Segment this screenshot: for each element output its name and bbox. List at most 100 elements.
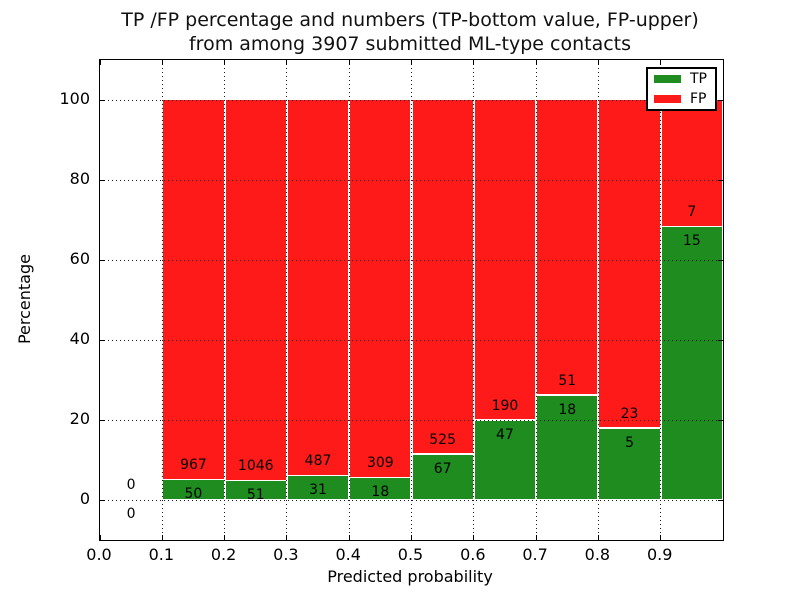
bar-segment-fp — [350, 100, 411, 477]
legend-item-tp: TP — [654, 70, 709, 87]
bar-segment-tp — [661, 227, 722, 499]
x-tick-mark — [224, 535, 226, 540]
fp-count-label: 23 — [620, 405, 639, 422]
bar-segment-tp — [225, 481, 286, 499]
gridline-horizontal — [100, 499, 723, 501]
y-tick-label: 60 — [69, 249, 90, 268]
x-tick-label: 0.9 — [646, 545, 673, 564]
x-tick-mark-top — [473, 60, 475, 65]
fp-count-label: 190 — [491, 397, 519, 414]
bar-segment-tp — [412, 454, 473, 499]
bar-segment-tp — [474, 420, 536, 499]
gridline-horizontal — [100, 259, 723, 261]
x-tick-label: 0.7 — [522, 545, 548, 564]
gridline-vertical — [286, 60, 288, 540]
x-tick-mark-top — [411, 60, 412, 65]
chart-title: TP /FP percentage and numbers (TP-bottom… — [20, 8, 800, 56]
y-axis-label: Percentage — [15, 254, 34, 345]
x-tick-mark — [99, 535, 101, 540]
gridline-vertical — [161, 60, 163, 540]
x-tick-mark-top — [286, 60, 288, 65]
y-tick-mark — [100, 99, 105, 101]
y-tick-label: 20 — [69, 409, 90, 428]
y-tick-mark — [100, 499, 105, 501]
y-tick-label: 80 — [69, 169, 90, 188]
tp-count-label: 0 — [126, 506, 136, 522]
x-tick-mark — [597, 535, 599, 540]
x-tick-mark-top — [348, 60, 350, 65]
chart-title-line1: TP /FP percentage and numbers (TP-bottom… — [121, 9, 699, 31]
y-tick-mark-right — [718, 259, 723, 261]
tp-count-label: 18 — [371, 484, 390, 500]
tp-count-label: 47 — [496, 426, 514, 443]
bar-segment-fp — [661, 100, 722, 226]
x-tick-mark — [161, 535, 163, 540]
fp-count-label: 0 — [126, 477, 136, 493]
bar-segment-tp — [350, 478, 411, 499]
plot-area: 0 0 967 50 1046 51 487 31 309 18 525 67 190 47 51 18 23 5… — [99, 59, 724, 541]
y-tick-label: 40 — [69, 329, 90, 348]
bar-segment-fp — [163, 100, 224, 479]
gridline-horizontal — [100, 339, 723, 341]
x-tick-mark-top — [597, 60, 599, 65]
tp-count-label: 15 — [682, 233, 701, 250]
bar-segment-fp — [599, 100, 660, 428]
tp-count-label: 50 — [184, 486, 203, 503]
x-tick-label: 0.5 — [397, 545, 424, 564]
gridline-horizontal — [100, 419, 723, 421]
x-axis-label: Predicted probability — [327, 567, 493, 586]
x-tick-mark — [411, 535, 412, 540]
x-tick-label: 0.3 — [273, 545, 299, 564]
x-tick-label: 0.4 — [335, 545, 361, 564]
x-tick-mark-top — [660, 60, 662, 65]
legend-label-tp: TP — [690, 70, 707, 87]
fp-count-label: 309 — [366, 455, 394, 471]
x-tick-mark — [286, 535, 288, 540]
gridline-vertical — [597, 60, 599, 540]
bar-segment-tp — [537, 395, 598, 499]
x-tick-label: 0.1 — [148, 545, 175, 564]
bar-segment-tp — [599, 428, 660, 499]
legend: TP FP — [646, 67, 717, 111]
fp-count-label: 7 — [687, 204, 697, 221]
fp-count-label: 1046 — [237, 458, 274, 475]
x-tick-mark — [473, 535, 475, 540]
tp-count-label: 18 — [558, 401, 577, 418]
x-tick-label: 0.0 — [86, 545, 112, 564]
y-tick-mark-right — [718, 179, 723, 181]
y-tick-mark-right — [718, 339, 723, 341]
gridline-horizontal — [100, 179, 723, 181]
bar-segment-fp — [225, 100, 286, 480]
bar-segment-fp — [412, 100, 473, 454]
y-tick-mark — [100, 339, 105, 341]
bar-segment-tp — [287, 476, 349, 499]
x-tick-mark — [660, 535, 662, 540]
gridline-vertical — [473, 60, 475, 540]
fp-count-label: 967 — [180, 457, 207, 474]
chart-title-line2: from among 3907 submitted ML-type contac… — [188, 33, 632, 55]
gridline-vertical — [348, 60, 350, 540]
tp-count-label: 51 — [246, 487, 265, 504]
gridline-vertical — [660, 60, 662, 540]
legend-item-fp: FP — [654, 90, 709, 107]
fp-count-label: 525 — [429, 431, 456, 448]
fp-count-label: 487 — [304, 453, 332, 470]
x-tick-label: 0.8 — [584, 545, 611, 564]
x-tick-mark-top — [224, 60, 226, 65]
y-tick-mark — [100, 259, 105, 261]
tp-count-label: 67 — [433, 460, 452, 477]
gridline-horizontal — [100, 99, 723, 101]
legend-swatch-tp-icon — [654, 75, 681, 83]
x-tick-mark — [535, 535, 537, 540]
bar-segment-fp — [537, 100, 598, 395]
y-tick-mark — [100, 419, 105, 421]
x-tick-label: 0.6 — [460, 545, 486, 564]
x-tick-label: 0.2 — [210, 545, 237, 564]
bar-segment-tp — [163, 480, 224, 499]
x-tick-mark-top — [535, 60, 537, 65]
bar-segment-fp — [287, 100, 349, 475]
gridline-vertical — [224, 60, 226, 540]
legend-label-fp: FP — [690, 90, 707, 107]
legend-swatch-fp-icon — [654, 95, 681, 103]
